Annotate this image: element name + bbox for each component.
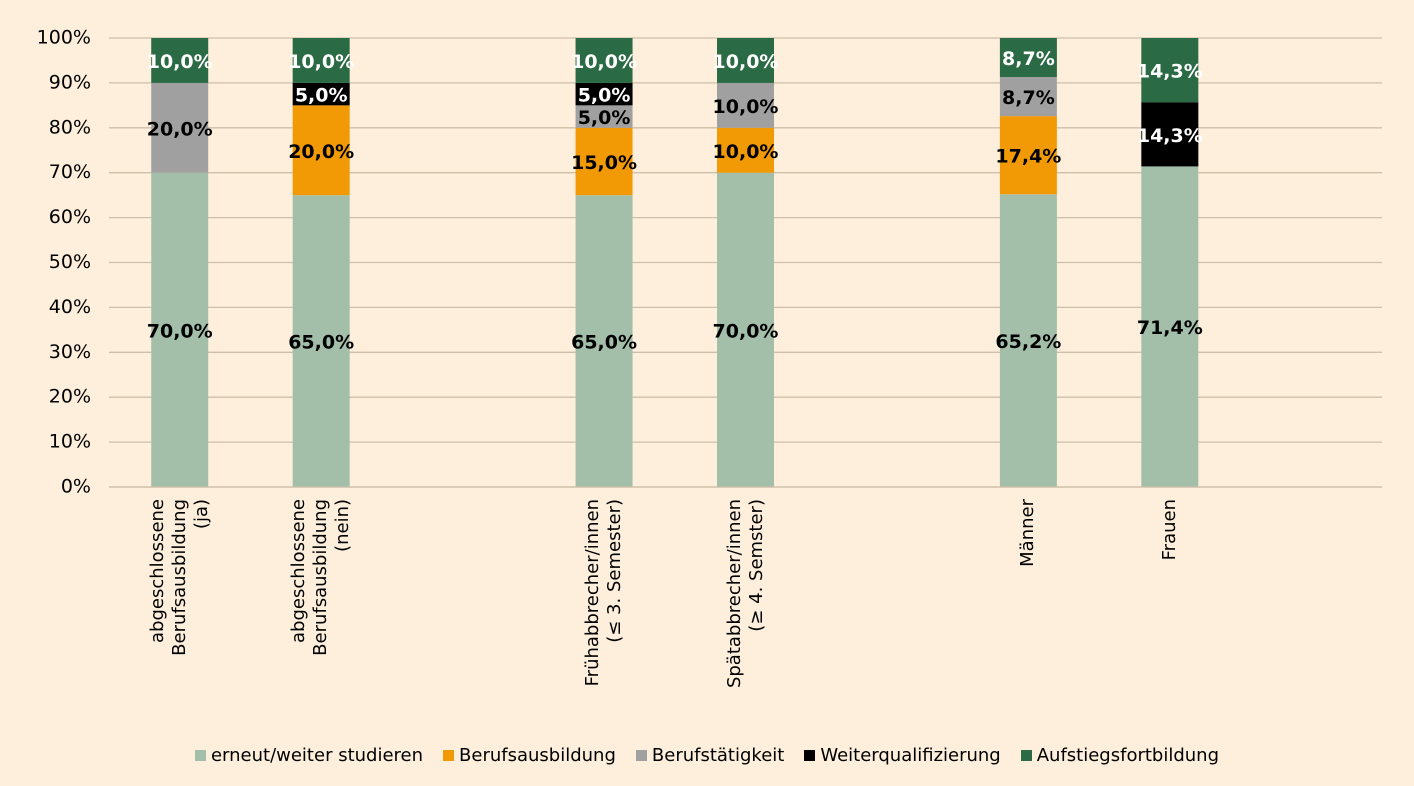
data-label: 20,0% [288, 141, 354, 163]
legend-label: erneut/weiter studieren [210, 745, 424, 766]
data-label: 70,0% [713, 320, 779, 342]
x-tick-label: Spätabbrecher/innen (≥ 4. Semster) [723, 499, 767, 689]
bar-segment [151, 38, 209, 83]
bar-segment [1141, 102, 1199, 167]
y-tick-label: 10% [49, 431, 91, 453]
data-label: 17,4% [995, 146, 1061, 168]
bar-segment [575, 195, 633, 487]
data-label: 65,2% [995, 331, 1061, 353]
y-tick-label: 30% [49, 341, 91, 363]
bar-segment [575, 127, 633, 196]
bar-segment [1141, 38, 1199, 103]
legend-item: Berufstätigkeit [635, 745, 785, 766]
legend-swatch [443, 750, 455, 761]
y-tick-label: 40% [49, 296, 91, 318]
bar-segment [292, 82, 350, 106]
legend-swatch [804, 750, 816, 761]
legend-item: Aufstiegsfortbildung [1020, 745, 1220, 766]
data-label: 70,0% [147, 320, 213, 342]
data-label: 10,0% [288, 51, 354, 73]
bar-segment [717, 38, 774, 83]
bar-segment [717, 127, 774, 173]
data-label: 10,0% [713, 96, 779, 118]
y-tick-label: 90% [49, 71, 91, 93]
bar-segment [575, 38, 633, 83]
data-label: 71,4% [1137, 317, 1203, 339]
x-tick-label: Männer [1017, 499, 1039, 567]
data-label: 14,3% [1137, 61, 1203, 83]
bar-segment [292, 195, 350, 487]
data-label: 8,7% [1002, 87, 1055, 109]
data-label: 20,0% [147, 118, 213, 140]
y-tick-label: 80% [49, 116, 91, 138]
data-label: 14,3% [1137, 125, 1203, 147]
legend-label: Berufsausbildung [459, 745, 616, 766]
data-label: 5,0% [295, 85, 348, 107]
x-tick-label: abgeschlossene Berufsausbildung (ja) [146, 499, 212, 656]
data-label: 5,0% [578, 107, 631, 129]
bar-segment [151, 172, 209, 487]
bar-segment [717, 172, 774, 487]
legend-item: Weiterqualifizierung [804, 745, 1001, 766]
y-tick-label: 50% [49, 251, 91, 273]
data-label: 15,0% [571, 152, 637, 174]
legend-swatch [1020, 750, 1032, 761]
legend: erneut/weiter studieren Berufsausbildung B… [0, 745, 1414, 766]
bar-segment [292, 38, 350, 83]
bar-segment [575, 82, 633, 106]
data-label: 65,0% [571, 332, 637, 354]
data-label: 10,0% [147, 51, 213, 73]
data-label: 5,0% [578, 85, 631, 107]
legend-label: Berufstätigkeit [651, 745, 785, 766]
bar-segment [575, 105, 633, 128]
legend-item: erneut/weiter studieren [194, 745, 424, 766]
x-tick-label: Frauen [1158, 499, 1180, 561]
bar-segment [1141, 166, 1199, 487]
y-tick-label: 20% [49, 386, 91, 408]
data-label: 10,0% [571, 51, 637, 73]
bar-segment [999, 77, 1057, 117]
bar-segment [717, 82, 774, 128]
x-tick-label: abgeschlossene Berufsausbildung (nein) [288, 499, 354, 656]
data-label: 10,0% [713, 141, 779, 163]
y-tick-label: 100% [37, 27, 91, 49]
y-tick-label: 0% [61, 476, 91, 498]
legend-swatch [194, 750, 206, 761]
data-label: 65,0% [288, 332, 354, 354]
y-tick-label: 70% [49, 161, 91, 183]
data-label: 8,7% [1002, 48, 1055, 70]
bar-segment [999, 38, 1057, 78]
data-label: 10,0% [713, 51, 779, 73]
bar-segment [999, 116, 1057, 195]
x-tick-label: Frühabbrecher/innen (≤ 3. Semester) [582, 499, 626, 687]
legend-swatch [635, 750, 647, 761]
bar-segment [999, 194, 1057, 487]
legend-label: Weiterqualifizierung [820, 745, 1001, 766]
bar-segment [151, 82, 209, 173]
y-tick-label: 60% [49, 206, 91, 228]
legend-item: Berufsausbildung [443, 745, 616, 766]
legend-label: Aufstiegsfortbildung [1036, 745, 1220, 766]
bar-segment [292, 105, 350, 196]
